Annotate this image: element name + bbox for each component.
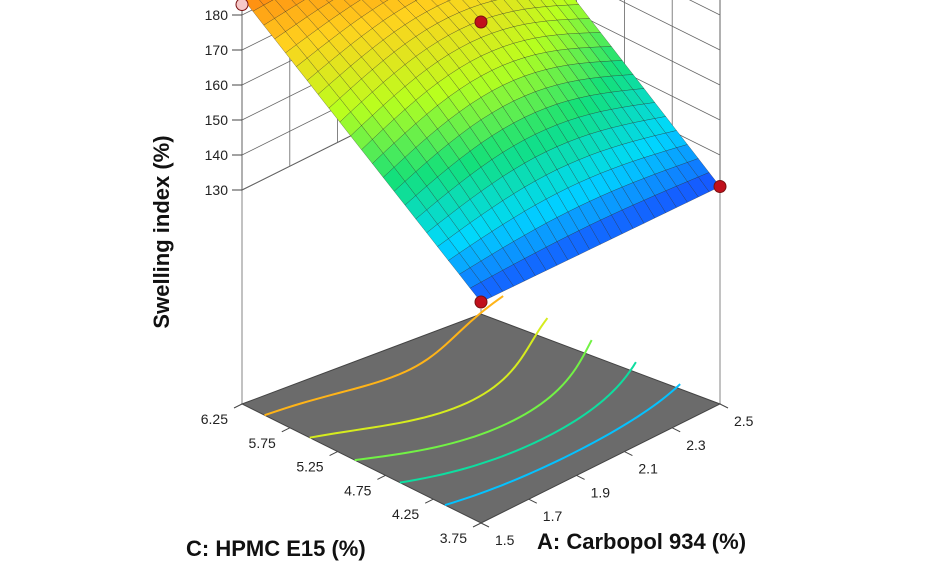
wall-grid-line: [548, 0, 721, 86]
x-tick-mark: [719, 403, 729, 409]
floor-plane: [240, 313, 722, 524]
z-tick-label: 160: [205, 77, 229, 93]
axis-ticks: 1301401501601701801902001.51.71.92.12.32…: [201, 7, 754, 548]
y-tick-label: 5.25: [296, 459, 323, 475]
x-tick-label: 1.9: [591, 484, 611, 500]
response-surface: [243, 0, 721, 303]
x-axis-title: A: Carbopol 934 (%): [537, 529, 746, 554]
z-tick-label: 180: [205, 7, 229, 23]
contour-line: [354, 339, 593, 462]
surface-cell: [379, 0, 389, 4]
y-tick-label: 6.25: [201, 411, 228, 427]
y-tick-label: 4.25: [392, 506, 419, 522]
x-tick-label: 2.1: [638, 461, 658, 477]
x-tick-label: 1.5: [495, 532, 515, 548]
contour-line: [264, 295, 504, 417]
y-tick-mark: [472, 522, 482, 528]
y-axis-title: C: HPMC E15 (%): [186, 536, 366, 561]
y-tick-mark: [377, 474, 386, 480]
x-tick-label: 1.7: [543, 508, 563, 524]
y-tick-label: 4.75: [344, 482, 371, 498]
x-tick-mark: [528, 498, 538, 504]
x-tick-mark: [671, 427, 681, 433]
y-tick-mark: [281, 427, 291, 433]
y-tick-mark: [233, 403, 243, 409]
contour-lines: [264, 295, 681, 506]
y-tick-label: 3.75: [440, 530, 467, 546]
z-tick-label: 140: [205, 147, 229, 163]
wall-grid-line: [618, 0, 721, 51]
x-tick-mark: [624, 451, 633, 457]
z-tick-label: 130: [205, 182, 229, 198]
surface-cell: [325, 0, 334, 3]
design-points: [235, 0, 727, 309]
x-tick-label: 2.3: [686, 437, 706, 453]
contour-line: [309, 317, 549, 439]
floor-plane: [240, 313, 722, 524]
contour-line: [399, 361, 637, 484]
y-tick-label: 5.75: [249, 435, 276, 451]
z-axis-title: Swelling index (%): [149, 135, 174, 328]
design-point: [713, 180, 727, 193]
design-point: [474, 15, 488, 29]
y-tick-mark: [424, 498, 434, 504]
design-point: [474, 295, 488, 309]
x-tick-label: 2.5: [734, 413, 754, 429]
surface-cell: [469, 281, 493, 303]
contour-line: [444, 383, 681, 506]
z-tick-label: 170: [205, 42, 229, 58]
x-tick-mark: [576, 474, 585, 480]
z-tick-label: 150: [205, 112, 229, 128]
x-tick-mark: [480, 522, 490, 528]
design-point: [235, 0, 249, 11]
y-tick-mark: [329, 451, 338, 457]
